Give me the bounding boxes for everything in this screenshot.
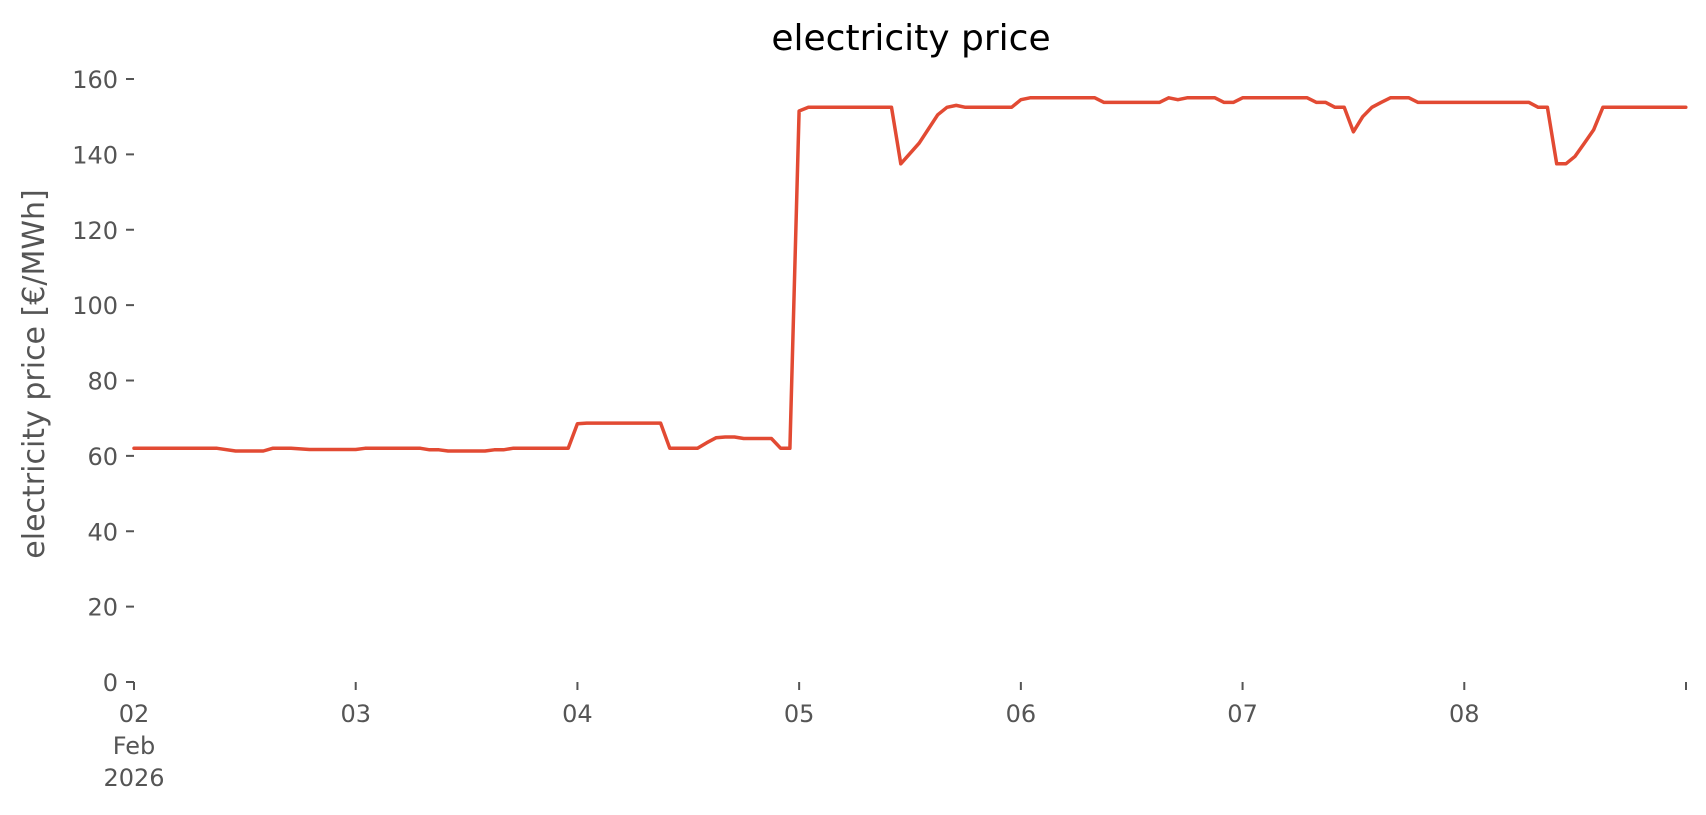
y-axis-label: electricity price [€/MWh] <box>17 189 52 558</box>
x-tick-label: 03 <box>340 700 371 728</box>
x-tick-sublabel: Feb <box>113 732 156 760</box>
y-tick-label: 60 <box>87 443 118 471</box>
x-tick-label: 04 <box>562 700 593 728</box>
y-tick-label: 140 <box>72 141 118 169</box>
y-tick-label: 40 <box>87 518 118 546</box>
y-tick-label: 20 <box>87 594 118 622</box>
y-axis: 0 20 40 60 80 100 120 140 160 <box>72 66 134 697</box>
x-tick-label: 07 <box>1227 700 1258 728</box>
y-tick-label: 120 <box>72 217 118 245</box>
y-tick-label: 80 <box>87 368 118 396</box>
x-tick-label: 08 <box>1449 700 1480 728</box>
x-tick-label: 06 <box>1006 700 1037 728</box>
x-tick-label: 05 <box>784 700 815 728</box>
y-tick-label: 160 <box>72 66 118 94</box>
series-layer <box>132 96 1688 453</box>
y-tick-label: 100 <box>72 292 118 320</box>
series-line <box>132 96 1688 453</box>
chart-title: electricity price <box>771 18 1050 59</box>
x-tick-label: 02 <box>119 700 150 728</box>
y-tick-label: 0 <box>103 669 118 697</box>
x-tick-sublabel: 2026 <box>103 764 164 792</box>
x-axis: 02 Feb 2026 03 04 05 06 07 08 <box>103 682 1687 792</box>
